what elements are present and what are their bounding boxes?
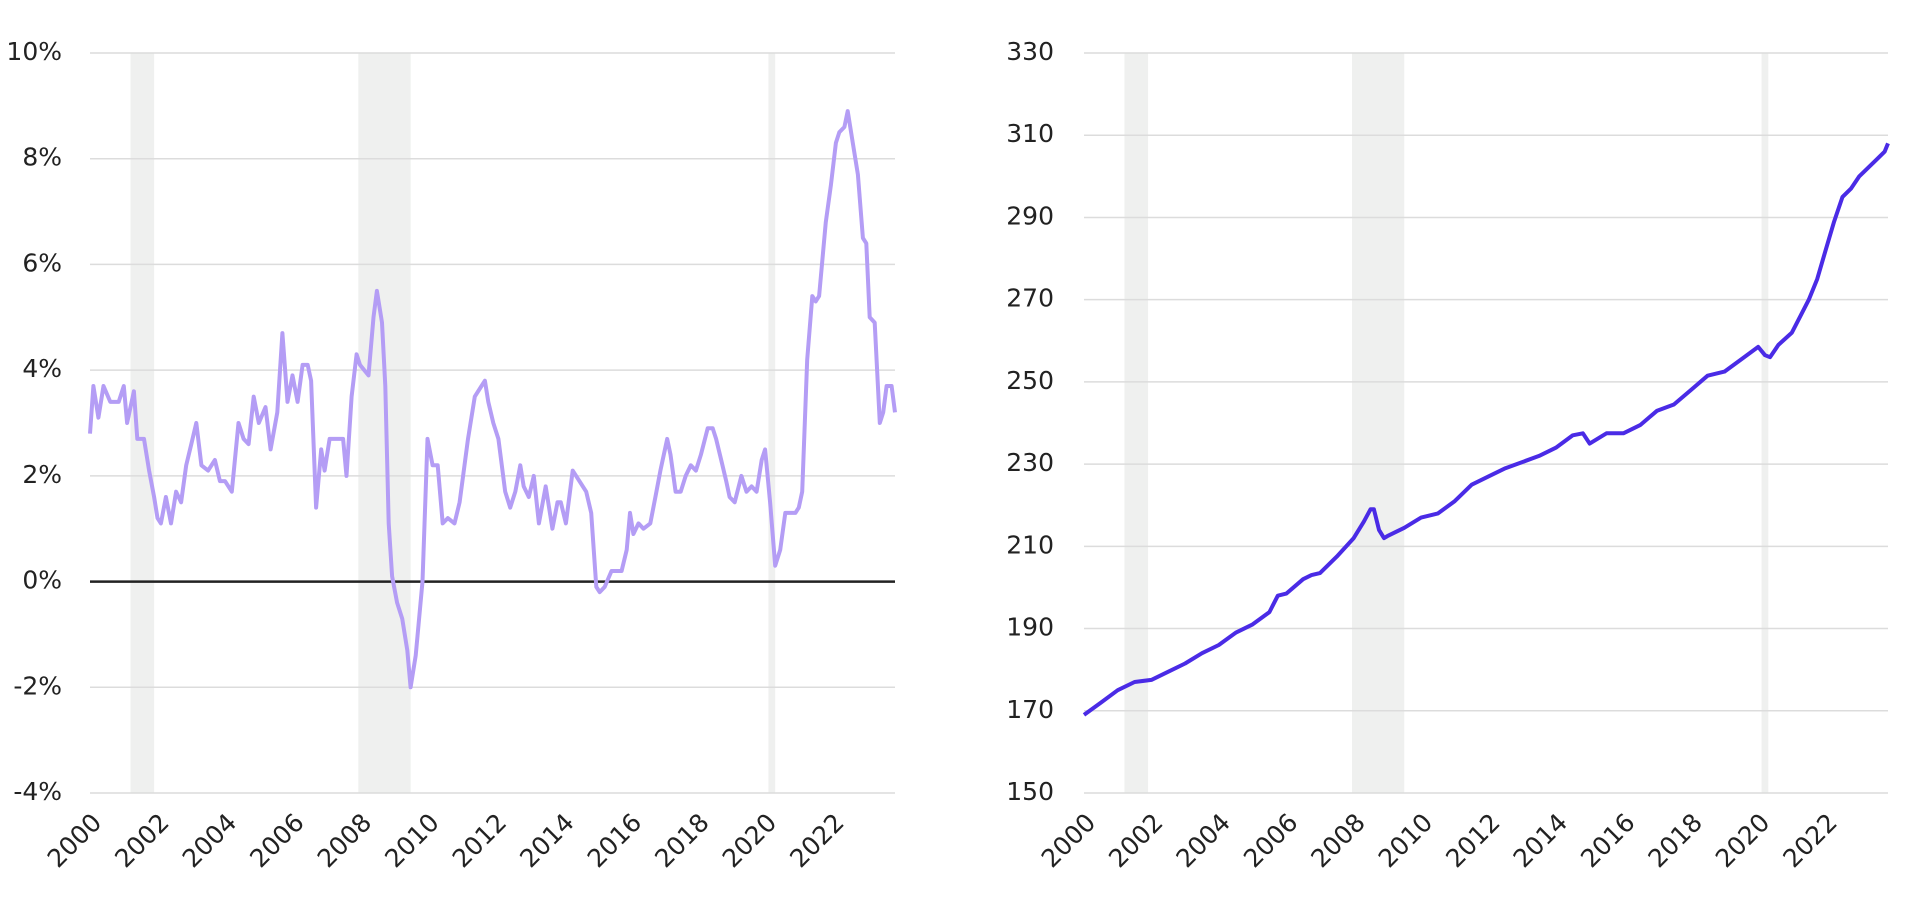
y-tick-label: 330: [1006, 37, 1054, 66]
recession-band: [768, 53, 776, 793]
y-tick-label: 150: [1006, 777, 1054, 806]
data-line: [1082, 142, 1890, 717]
x-tick-label: 2020: [1710, 808, 1775, 873]
recession-band: [130, 53, 155, 793]
x-tick-label: 2002: [1103, 808, 1168, 873]
x-tick-label: 2008: [312, 808, 377, 873]
x-tick-label: 2006: [1238, 808, 1303, 873]
y-tick-label: 170: [1006, 695, 1054, 724]
x-tick-label: 2004: [177, 808, 242, 873]
x-tick-label: 2020: [717, 808, 782, 873]
x-tick-label: 2000: [1036, 808, 1101, 873]
y-tick-label: 270: [1006, 284, 1054, 313]
y-tick-label: 0%: [22, 566, 62, 595]
x-tick-label: 2000: [42, 808, 107, 873]
y-tick-label: 190: [1006, 613, 1054, 642]
y-tick-label: 6%: [22, 248, 62, 277]
x-tick-label: 2016: [1575, 808, 1640, 873]
recession-band: [1761, 53, 1769, 793]
recession-band: [1352, 53, 1405, 793]
x-tick-label: 2006: [244, 808, 309, 873]
y-tick-label: -4%: [13, 777, 62, 806]
x-tick-label: 2002: [109, 808, 174, 873]
x-tick-label: 2014: [1508, 808, 1573, 873]
x-tick-label: 2018: [1642, 808, 1707, 873]
data-line: [88, 109, 897, 690]
x-tick-label: 2018: [649, 808, 714, 873]
x-tick-label: 2022: [1777, 808, 1842, 873]
y-tick-label: -2%: [13, 671, 62, 700]
x-tick-label: 2016: [582, 808, 647, 873]
recession-band: [1124, 53, 1149, 793]
y-tick-label: 210: [1006, 530, 1054, 559]
x-tick-label: 2008: [1305, 808, 1370, 873]
y-tick-label: 10%: [6, 37, 62, 66]
y-tick-label: 8%: [22, 143, 62, 172]
x-tick-label: 2022: [784, 808, 849, 873]
y-tick-label: 290: [1006, 201, 1054, 230]
y-tick-label: 4%: [22, 354, 62, 383]
x-tick-label: 2004: [1171, 808, 1236, 873]
y-tick-label: 310: [1006, 119, 1054, 148]
x-tick-label: 2014: [514, 808, 579, 873]
x-tick-label: 2010: [1373, 808, 1438, 873]
x-tick-label: 2010: [379, 808, 444, 873]
y-tick-label: 250: [1006, 366, 1054, 395]
y-tick-label: 2%: [22, 460, 62, 489]
x-tick-label: 2012: [1440, 808, 1505, 873]
y-tick-label: 230: [1006, 448, 1054, 477]
x-tick-label: 2012: [447, 808, 512, 873]
chart-panel: -4%-2%0%2%4%6%8%10%2000 2002 2004 2006 2008 2…: [6, 37, 897, 873]
